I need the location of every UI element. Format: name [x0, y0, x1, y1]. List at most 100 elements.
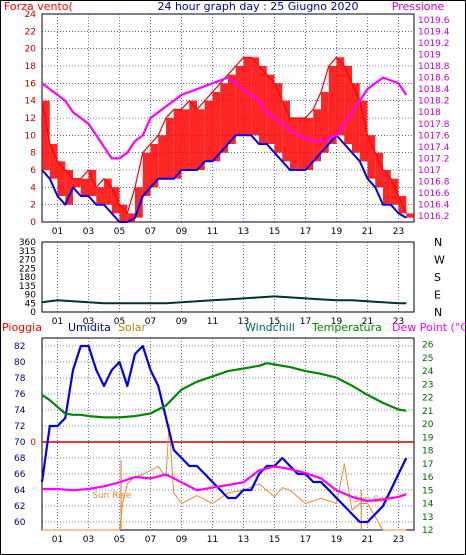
gust-bar: [328, 66, 337, 144]
p1-y-left-tick-label: 0: [30, 218, 36, 228]
p3-y-right-tick-label: 15: [422, 486, 433, 496]
p1-y-right-tick-label: 1018: [418, 108, 441, 118]
p2-x-tick-label: 11: [207, 317, 218, 327]
gust-bar: [282, 100, 290, 162]
p1-y-right-tick-label: 1018.6: [418, 74, 450, 84]
solar-line: [42, 423, 407, 531]
p1-y-left-tick-label: 16: [25, 79, 37, 89]
gust-bar: [367, 135, 376, 179]
gust-bar: [135, 187, 143, 218]
gust-bar: [142, 152, 151, 196]
p1-y-left-tick-label: 18: [25, 62, 37, 72]
p1-y-left-tick-label: 6: [30, 166, 36, 176]
p3-y-right-tick-label: 25: [422, 354, 433, 364]
gust-bar: [150, 144, 159, 188]
p2-y-tick-label: 225: [19, 264, 36, 274]
gust-bar: [204, 100, 213, 162]
gust-bar: [228, 74, 236, 144]
p1-x-tick-label: 21: [362, 227, 373, 237]
p3-y-right-tick-label: 20: [422, 420, 434, 430]
gust-bar: [111, 187, 120, 214]
gust-bar: [65, 170, 73, 205]
dewpoint-line: [42, 465, 407, 502]
p3-y-right-tick-label: 24: [422, 367, 434, 377]
p2-y-tick-label: 90: [25, 291, 37, 301]
p1-y-right-tick-label: 1018.2: [418, 97, 450, 107]
legend-temperature: Temperatura: [311, 321, 382, 334]
p1-y-left-tick-label: 14: [25, 97, 37, 107]
direction-label: N: [434, 306, 442, 319]
p3-y-right-tick-label: 14: [422, 500, 434, 510]
p3-x-tick-label: 05: [114, 535, 125, 545]
p1-y-left-tick-label: 10: [25, 131, 37, 141]
gust-bar: [96, 187, 104, 205]
gust-bar: [290, 118, 298, 170]
p1-x-tick-label: 19: [331, 227, 343, 237]
gust-bar: [383, 170, 391, 205]
p3-y-left-tick-label: 82: [14, 342, 25, 352]
p3-x-tick-label: 17: [300, 535, 311, 545]
p2-x-tick-label: 15: [269, 317, 280, 327]
p2-y-tick-label: 270: [19, 256, 36, 266]
p1-x-tick-label: 07: [145, 227, 156, 237]
p3-y-right-tick-label: 12: [422, 526, 433, 536]
p1-y-right-tick-label: 1017.6: [418, 131, 450, 141]
p3-y-right-tick-label: 26: [422, 341, 434, 351]
gust-bar: [42, 100, 50, 170]
p2-x-tick-label: 19: [331, 317, 343, 327]
legend-humidity: Umidita: [68, 321, 111, 334]
p1-y-right-tick-label: 1016.4: [418, 201, 450, 211]
p1-x-tick-label: 01: [52, 227, 63, 237]
p3-y-left-tick-label: 64: [14, 486, 26, 496]
gust-bar: [88, 170, 97, 196]
rain-zero-label: 0: [30, 438, 36, 448]
p2-x-tick-label: 17: [300, 317, 311, 327]
gust-bar: [104, 178, 112, 205]
gust-bar: [390, 178, 399, 205]
p1-x-tick-label: 05: [114, 227, 125, 237]
p1-y-right-tick-label: 1019.4: [418, 27, 450, 37]
p2-x-tick-label: 21: [362, 317, 373, 327]
p3-x-tick-label: 19: [331, 535, 343, 545]
p3-y-left-tick-label: 70: [14, 438, 26, 448]
p1-x-tick-label: 03: [83, 227, 94, 237]
gust-bar: [166, 118, 174, 179]
p1-x-tick-label: 23: [393, 227, 404, 237]
pressure-line: [41, 76, 408, 160]
wind-pressure-panel: 01 03 05 07 09 11 13 15 17 19 21 230246810121416182…: [25, 10, 450, 237]
legend-rain: Pioggia: [2, 321, 42, 334]
p3-y-right-tick-label: 18: [422, 447, 434, 457]
p2-x-tick-label: 09: [176, 317, 188, 327]
p2-y-tick-label: 135: [19, 282, 36, 292]
p3-y-right-tick-label: 13: [422, 513, 433, 523]
p3-y-left-tick-label: 78: [14, 374, 26, 384]
p2-x-tick-label: 13: [238, 317, 249, 327]
gust-bar: [49, 144, 58, 179]
gust-bar: [220, 83, 228, 153]
gust-bar: [57, 161, 66, 196]
p3-y-right-tick-label: 17: [422, 460, 433, 470]
direction-label: S: [434, 271, 441, 284]
p1-x-tick-label: 13: [238, 227, 249, 237]
gust-bar: [212, 92, 221, 162]
direction-label: E: [434, 289, 441, 302]
p3-x-tick-label: 23: [393, 535, 404, 545]
gust-bar: [266, 74, 275, 144]
p1-y-left-tick-label: 8: [30, 149, 36, 159]
p2-x-tick-label: 23: [393, 317, 404, 327]
gust-bar: [352, 83, 360, 153]
p3-x-tick-label: 03: [83, 535, 94, 545]
gust-bar: [297, 118, 306, 170]
p1-y-right-tick-label: 1016.6: [418, 189, 450, 199]
p3-x-tick-label: 15: [269, 535, 280, 545]
temperature-humidity-panel: 01 03 05 07 09 11 13 15 17 19 21 23 60 62 64 66 68 70 72 74…: [14, 337, 434, 545]
p1-y-right-tick-label: 1016.2: [418, 212, 450, 222]
gust-bar: [344, 66, 352, 144]
humidity-line: [40, 344, 408, 524]
p2-x-tick-label: 07: [145, 317, 156, 327]
p1-y-left-tick-label: 24: [25, 10, 37, 20]
p3-y-left-tick-label: 74: [14, 406, 26, 416]
p1-x-tick-label: 15: [269, 227, 280, 237]
gust-bar: [305, 118, 314, 170]
p3-y-left-tick-label: 66: [14, 470, 26, 480]
